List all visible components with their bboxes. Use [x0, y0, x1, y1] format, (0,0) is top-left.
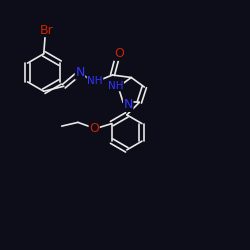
- Text: NH: NH: [108, 81, 124, 91]
- Text: O: O: [114, 47, 124, 60]
- Text: N: N: [75, 66, 85, 79]
- Text: O: O: [89, 122, 99, 135]
- Text: N: N: [124, 98, 133, 111]
- Text: NH: NH: [87, 76, 103, 86]
- Text: Br: Br: [40, 24, 53, 36]
